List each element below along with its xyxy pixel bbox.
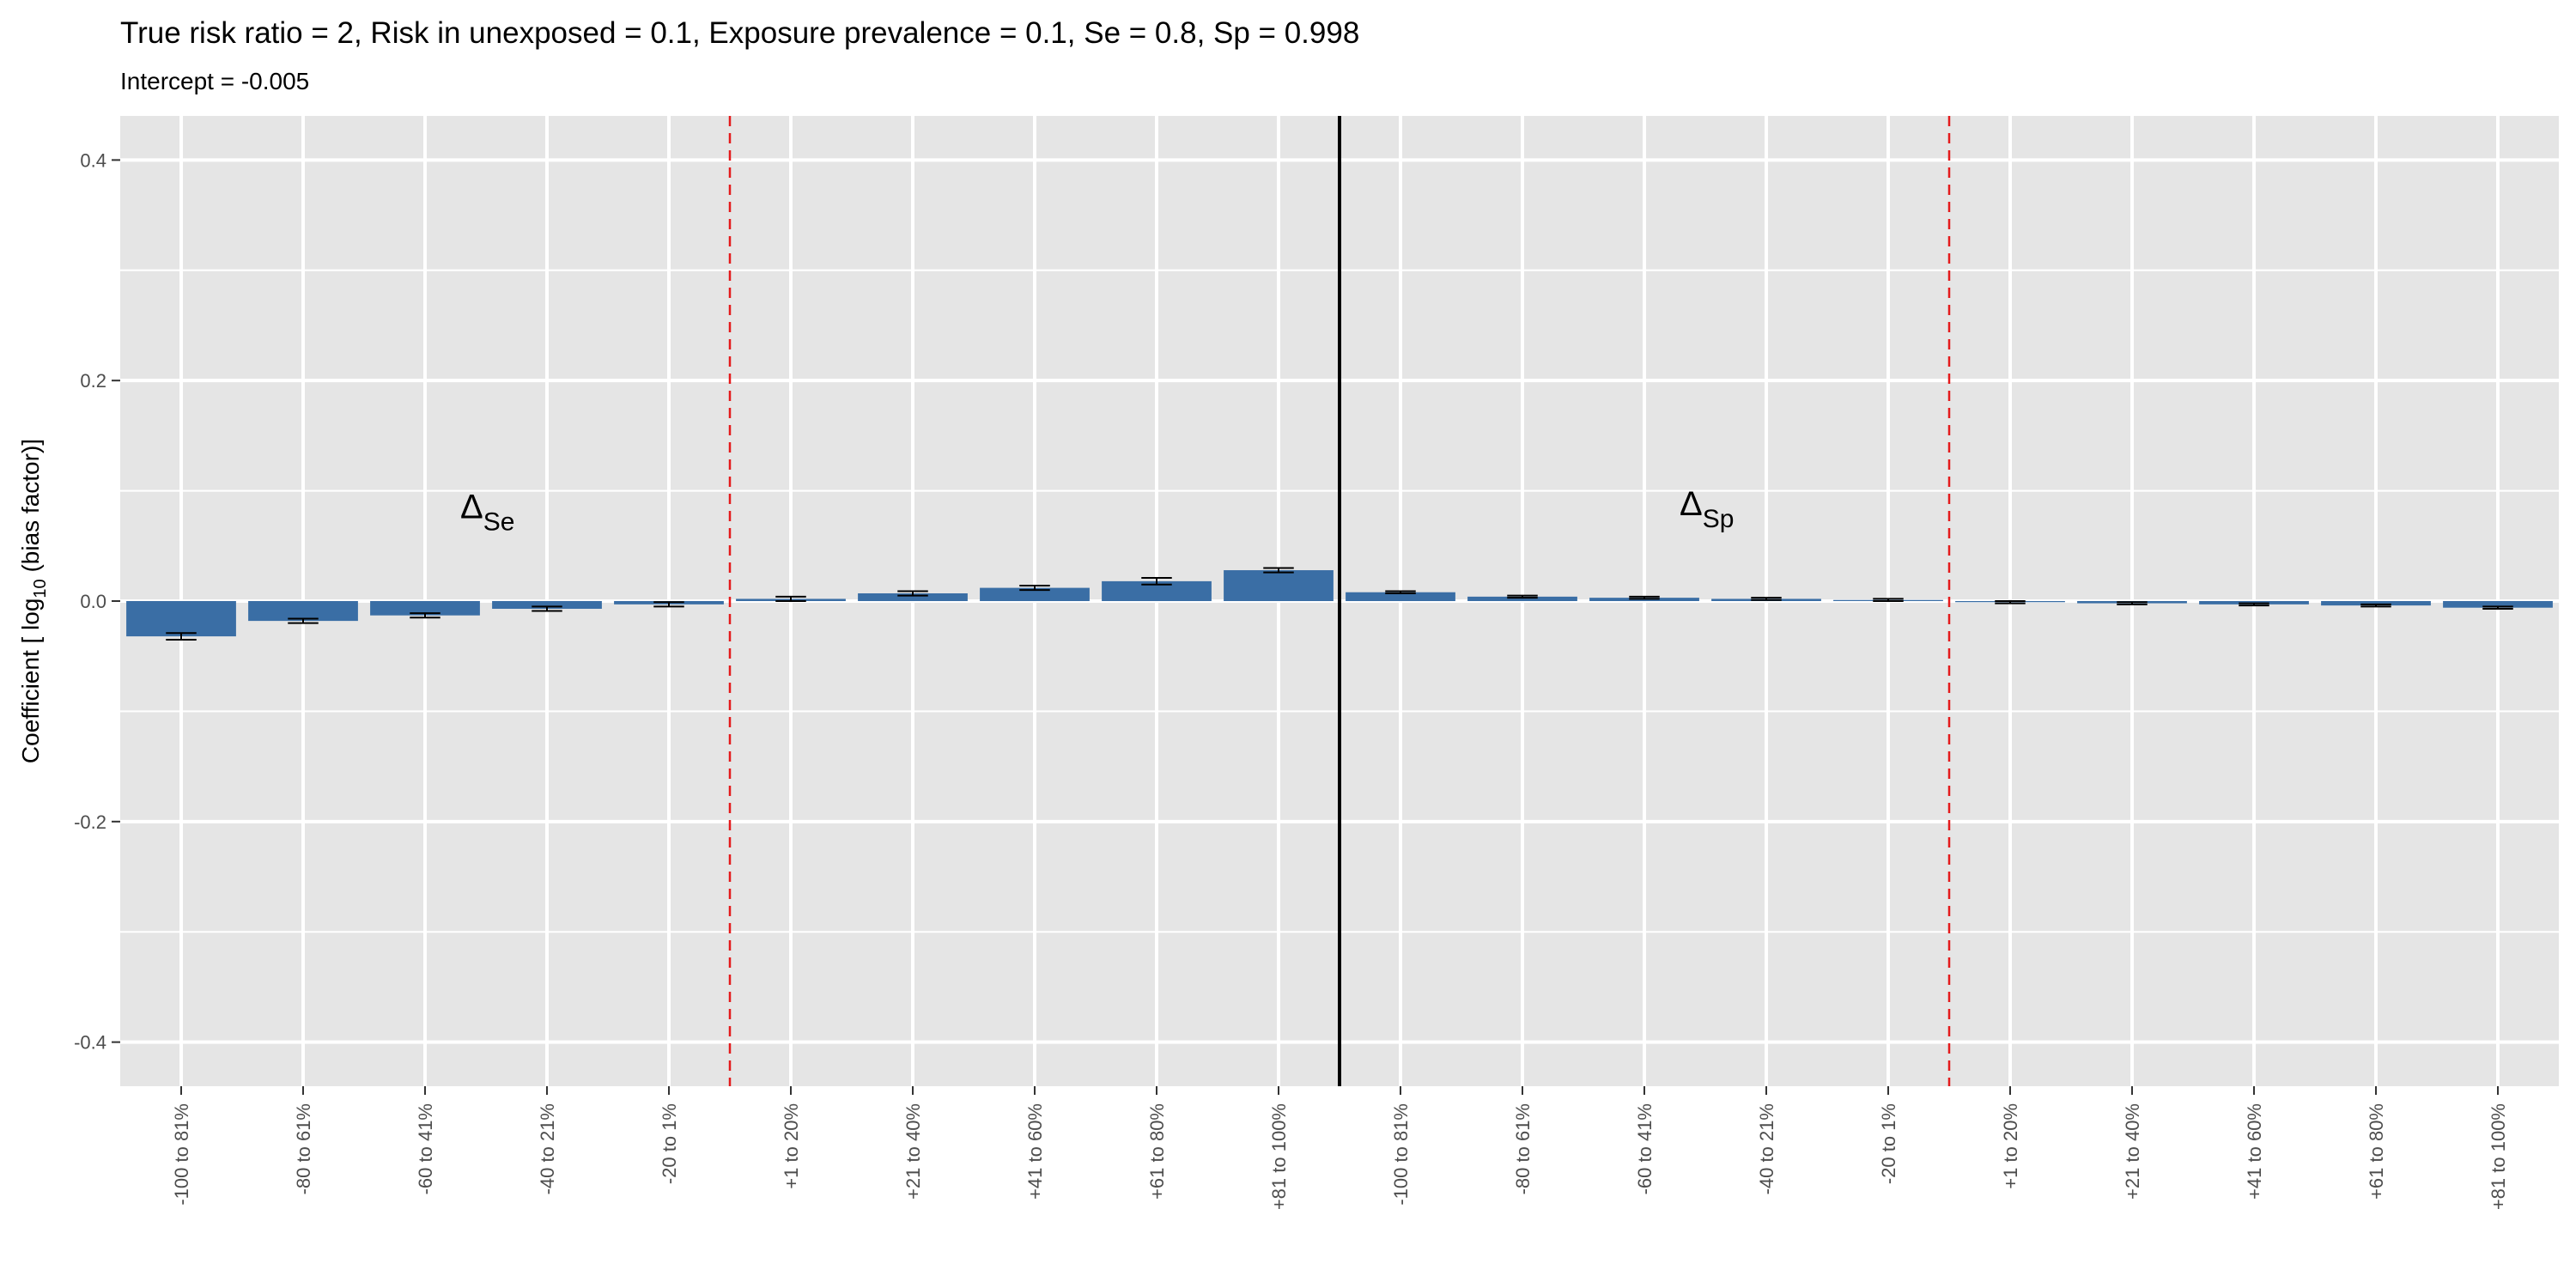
panel-label-symbol: Δ [460, 489, 483, 526]
bar [980, 587, 1090, 601]
bar [2321, 601, 2431, 606]
bar [126, 601, 236, 637]
bar [1224, 570, 1334, 601]
x-tick-label: +21 to 40% [902, 1103, 924, 1200]
x-tick-label: -60 to 41% [415, 1103, 436, 1194]
x-tick-label: +61 to 80% [2366, 1103, 2387, 1200]
bar [248, 601, 358, 622]
chart-title: True risk ratio = 2, Risk in unexposed =… [120, 16, 1359, 50]
panel-label-subscript: Se [483, 508, 515, 537]
x-tick-label: -40 to 21% [1756, 1103, 1777, 1194]
y-tick-label: 0.0 [80, 591, 106, 612]
bar [1102, 580, 1212, 601]
error-bars [166, 567, 2513, 641]
y-axis-title-part: 10 [31, 579, 50, 598]
x-tick-label: -100 to 81% [171, 1103, 192, 1206]
separators [728, 116, 1951, 1086]
x-tick-label: -60 to 41% [1634, 1103, 1656, 1194]
y-axis-title-part: (bias factor)] [17, 439, 44, 579]
y-axis-title-part: Coefficient [ log [17, 598, 44, 764]
bar [492, 601, 602, 609]
x-tick-label: -80 to 61% [1512, 1103, 1534, 1194]
panel-label: ΔSp [1680, 485, 1734, 533]
panel-label-subscript: Sp [1703, 505, 1735, 533]
y-tick-label: -0.2 [74, 811, 106, 833]
x-tick-label: +61 to 80% [1146, 1103, 1168, 1200]
x-tick-label: +41 to 60% [1024, 1103, 1046, 1200]
y-axis-title: Coefficient [ log10 (bias factor)] [17, 439, 50, 763]
bar [2443, 601, 2553, 608]
y-tick-label: 0.2 [80, 370, 106, 392]
x-axis: -100 to 81% -80 to 61% -60 to 41% -40 to 21… [171, 1086, 2509, 1210]
chart-subtitle: Intercept = -0.005 [120, 68, 309, 94]
x-tick-label: -40 to 21% [537, 1103, 558, 1194]
x-tick-label: +81 to 100% [1268, 1103, 1290, 1210]
panel-label: ΔSe [460, 489, 514, 537]
bar [1467, 596, 1577, 601]
x-tick-label: +81 to 100% [2488, 1103, 2509, 1210]
y-axis: 0.4 0.2 0.0 -0.2 -0.4 [74, 149, 120, 1054]
x-tick-label: -80 to 61% [293, 1103, 314, 1194]
y-tick-label: 0.4 [80, 149, 106, 171]
x-tick-label: +41 to 60% [2244, 1103, 2265, 1200]
bar [858, 593, 968, 601]
x-tick-label: +21 to 40% [2122, 1103, 2143, 1200]
x-tick-label: +1 to 20% [781, 1103, 802, 1189]
x-tick-label: -20 to 1% [1878, 1103, 1899, 1184]
bar [1346, 592, 1455, 601]
y-tick-label: -0.4 [74, 1032, 106, 1054]
panel-label-symbol: Δ [1680, 485, 1703, 523]
x-tick-label: +1 to 20% [2000, 1103, 2021, 1189]
x-tick-label: -100 to 81% [1390, 1103, 1412, 1206]
x-tick-label: -20 to 1% [659, 1103, 680, 1184]
panel-labels: ΔSe ΔSp [460, 485, 1734, 537]
bar [370, 601, 480, 616]
